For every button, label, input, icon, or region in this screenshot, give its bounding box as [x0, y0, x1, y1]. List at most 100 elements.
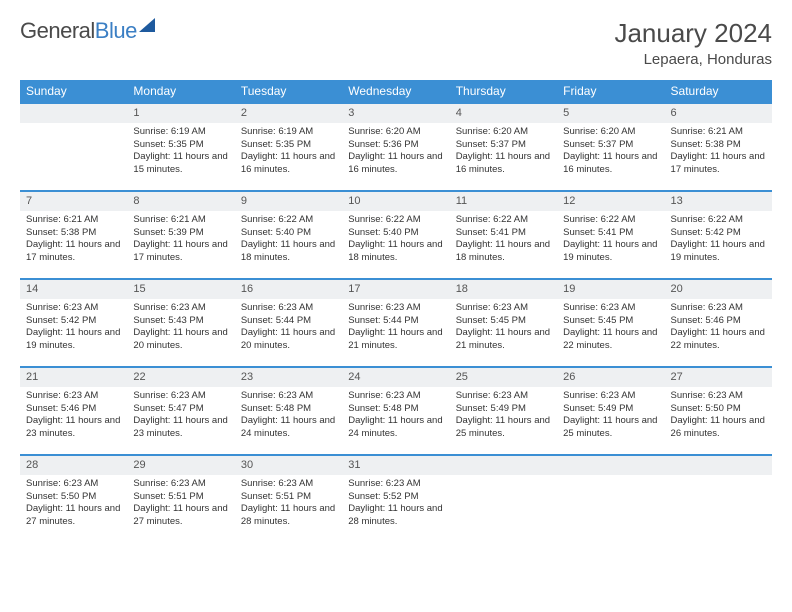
- day-number: 3: [342, 104, 449, 123]
- calendar-cell: 22Sunrise: 6:23 AMSunset: 5:47 PMDayligh…: [127, 367, 234, 455]
- calendar-cell: 1Sunrise: 6:19 AMSunset: 5:35 PMDaylight…: [127, 103, 234, 191]
- sunrise-line: Sunrise: 6:20 AM: [348, 126, 443, 139]
- page-title: January 2024: [614, 18, 772, 49]
- day-details: Sunrise: 6:20 AMSunset: 5:37 PMDaylight:…: [557, 123, 664, 181]
- day-details: Sunrise: 6:23 AMSunset: 5:46 PMDaylight:…: [20, 387, 127, 445]
- day-details: Sunrise: 6:19 AMSunset: 5:35 PMDaylight:…: [127, 123, 234, 181]
- sunrise-line: Sunrise: 6:23 AM: [348, 390, 443, 403]
- day-number: 29: [127, 456, 234, 475]
- sunset-line: Sunset: 5:46 PM: [26, 403, 121, 416]
- sunrise-line: Sunrise: 6:22 AM: [563, 214, 658, 227]
- sunset-line: Sunset: 5:36 PM: [348, 139, 443, 152]
- day-details: Sunrise: 6:22 AMSunset: 5:41 PMDaylight:…: [557, 211, 664, 269]
- day-number: 30: [235, 456, 342, 475]
- sunset-line: Sunset: 5:42 PM: [26, 315, 121, 328]
- day-number: 31: [342, 456, 449, 475]
- day-details: Sunrise: 6:23 AMSunset: 5:47 PMDaylight:…: [127, 387, 234, 445]
- calendar-cell: 13Sunrise: 6:22 AMSunset: 5:42 PMDayligh…: [665, 191, 772, 279]
- daylight-line: Daylight: 11 hours and 16 minutes.: [348, 151, 443, 177]
- calendar-cell: 28Sunrise: 6:23 AMSunset: 5:50 PMDayligh…: [20, 455, 127, 543]
- calendar-cell: 26Sunrise: 6:23 AMSunset: 5:49 PMDayligh…: [557, 367, 664, 455]
- daylight-line: Daylight: 11 hours and 23 minutes.: [26, 415, 121, 441]
- sunrise-line: Sunrise: 6:23 AM: [241, 302, 336, 315]
- daylight-line: Daylight: 11 hours and 24 minutes.: [241, 415, 336, 441]
- sunrise-line: Sunrise: 6:23 AM: [671, 390, 766, 403]
- daylight-line: Daylight: 11 hours and 26 minutes.: [671, 415, 766, 441]
- calendar-cell: 12Sunrise: 6:22 AMSunset: 5:41 PMDayligh…: [557, 191, 664, 279]
- daylight-line: Daylight: 11 hours and 16 minutes.: [456, 151, 551, 177]
- logo: GeneralBlue: [20, 18, 155, 44]
- day-number: 6: [665, 104, 772, 123]
- day-number: 17: [342, 280, 449, 299]
- day-number: 12: [557, 192, 664, 211]
- day-details: Sunrise: 6:21 AMSunset: 5:38 PMDaylight:…: [665, 123, 772, 181]
- sunset-line: Sunset: 5:40 PM: [241, 227, 336, 240]
- day-details: Sunrise: 6:23 AMSunset: 5:43 PMDaylight:…: [127, 299, 234, 357]
- calendar-cell: [557, 455, 664, 543]
- day-header: Saturday: [665, 80, 772, 103]
- location-label: Lepaera, Honduras: [614, 51, 772, 68]
- calendar-cell: [665, 455, 772, 543]
- sunset-line: Sunset: 5:50 PM: [26, 491, 121, 504]
- sunset-line: Sunset: 5:45 PM: [456, 315, 551, 328]
- calendar-cell: 14Sunrise: 6:23 AMSunset: 5:42 PMDayligh…: [20, 279, 127, 367]
- sunrise-line: Sunrise: 6:23 AM: [26, 302, 121, 315]
- day-details: Sunrise: 6:23 AMSunset: 5:48 PMDaylight:…: [235, 387, 342, 445]
- day-number: 24: [342, 368, 449, 387]
- sunset-line: Sunset: 5:45 PM: [563, 315, 658, 328]
- sunrise-line: Sunrise: 6:19 AM: [133, 126, 228, 139]
- sunrise-line: Sunrise: 6:23 AM: [348, 478, 443, 491]
- sunrise-line: Sunrise: 6:23 AM: [456, 390, 551, 403]
- sunset-line: Sunset: 5:44 PM: [348, 315, 443, 328]
- day-number: 16: [235, 280, 342, 299]
- daylight-line: Daylight: 11 hours and 16 minutes.: [563, 151, 658, 177]
- sunset-line: Sunset: 5:37 PM: [563, 139, 658, 152]
- calendar-cell: 10Sunrise: 6:22 AMSunset: 5:40 PMDayligh…: [342, 191, 449, 279]
- sunrise-line: Sunrise: 6:23 AM: [563, 390, 658, 403]
- calendar-table: SundayMondayTuesdayWednesdayThursdayFrid…: [20, 80, 772, 543]
- day-number: 20: [665, 280, 772, 299]
- sunset-line: Sunset: 5:51 PM: [241, 491, 336, 504]
- day-header: Monday: [127, 80, 234, 103]
- sunset-line: Sunset: 5:50 PM: [671, 403, 766, 416]
- sunrise-line: Sunrise: 6:23 AM: [563, 302, 658, 315]
- day-details: Sunrise: 6:22 AMSunset: 5:41 PMDaylight:…: [450, 211, 557, 269]
- day-number: 23: [235, 368, 342, 387]
- calendar-cell: 11Sunrise: 6:22 AMSunset: 5:41 PMDayligh…: [450, 191, 557, 279]
- sunset-line: Sunset: 5:40 PM: [348, 227, 443, 240]
- sunset-line: Sunset: 5:49 PM: [456, 403, 551, 416]
- sunset-line: Sunset: 5:42 PM: [671, 227, 766, 240]
- day-number: 7: [20, 192, 127, 211]
- sunrise-line: Sunrise: 6:23 AM: [348, 302, 443, 315]
- daylight-line: Daylight: 11 hours and 16 minutes.: [241, 151, 336, 177]
- day-details: Sunrise: 6:21 AMSunset: 5:39 PMDaylight:…: [127, 211, 234, 269]
- daylight-line: Daylight: 11 hours and 22 minutes.: [563, 327, 658, 353]
- sunset-line: Sunset: 5:38 PM: [26, 227, 121, 240]
- calendar-cell: [450, 455, 557, 543]
- daylight-line: Daylight: 11 hours and 18 minutes.: [456, 239, 551, 265]
- sunrise-line: Sunrise: 6:22 AM: [348, 214, 443, 227]
- day-details: Sunrise: 6:23 AMSunset: 5:48 PMDaylight:…: [342, 387, 449, 445]
- sunrise-line: Sunrise: 6:23 AM: [133, 390, 228, 403]
- daylight-line: Daylight: 11 hours and 18 minutes.: [348, 239, 443, 265]
- day-number: 25: [450, 368, 557, 387]
- logo-triangle-icon: [139, 18, 155, 32]
- sunrise-line: Sunrise: 6:22 AM: [671, 214, 766, 227]
- day-number: 19: [557, 280, 664, 299]
- calendar-cell: 20Sunrise: 6:23 AMSunset: 5:46 PMDayligh…: [665, 279, 772, 367]
- sunset-line: Sunset: 5:37 PM: [456, 139, 551, 152]
- sunrise-line: Sunrise: 6:23 AM: [26, 390, 121, 403]
- sunrise-line: Sunrise: 6:22 AM: [456, 214, 551, 227]
- day-details: Sunrise: 6:23 AMSunset: 5:45 PMDaylight:…: [450, 299, 557, 357]
- sunrise-line: Sunrise: 6:23 AM: [133, 302, 228, 315]
- calendar-cell: 9Sunrise: 6:22 AMSunset: 5:40 PMDaylight…: [235, 191, 342, 279]
- day-details: Sunrise: 6:23 AMSunset: 5:49 PMDaylight:…: [557, 387, 664, 445]
- sunset-line: Sunset: 5:41 PM: [563, 227, 658, 240]
- calendar-cell: 5Sunrise: 6:20 AMSunset: 5:37 PMDaylight…: [557, 103, 664, 191]
- daylight-line: Daylight: 11 hours and 25 minutes.: [563, 415, 658, 441]
- calendar-cell: 6Sunrise: 6:21 AMSunset: 5:38 PMDaylight…: [665, 103, 772, 191]
- sunrise-line: Sunrise: 6:23 AM: [133, 478, 228, 491]
- sunset-line: Sunset: 5:46 PM: [671, 315, 766, 328]
- daylight-line: Daylight: 11 hours and 27 minutes.: [133, 503, 228, 529]
- logo-text-1: General: [20, 18, 95, 44]
